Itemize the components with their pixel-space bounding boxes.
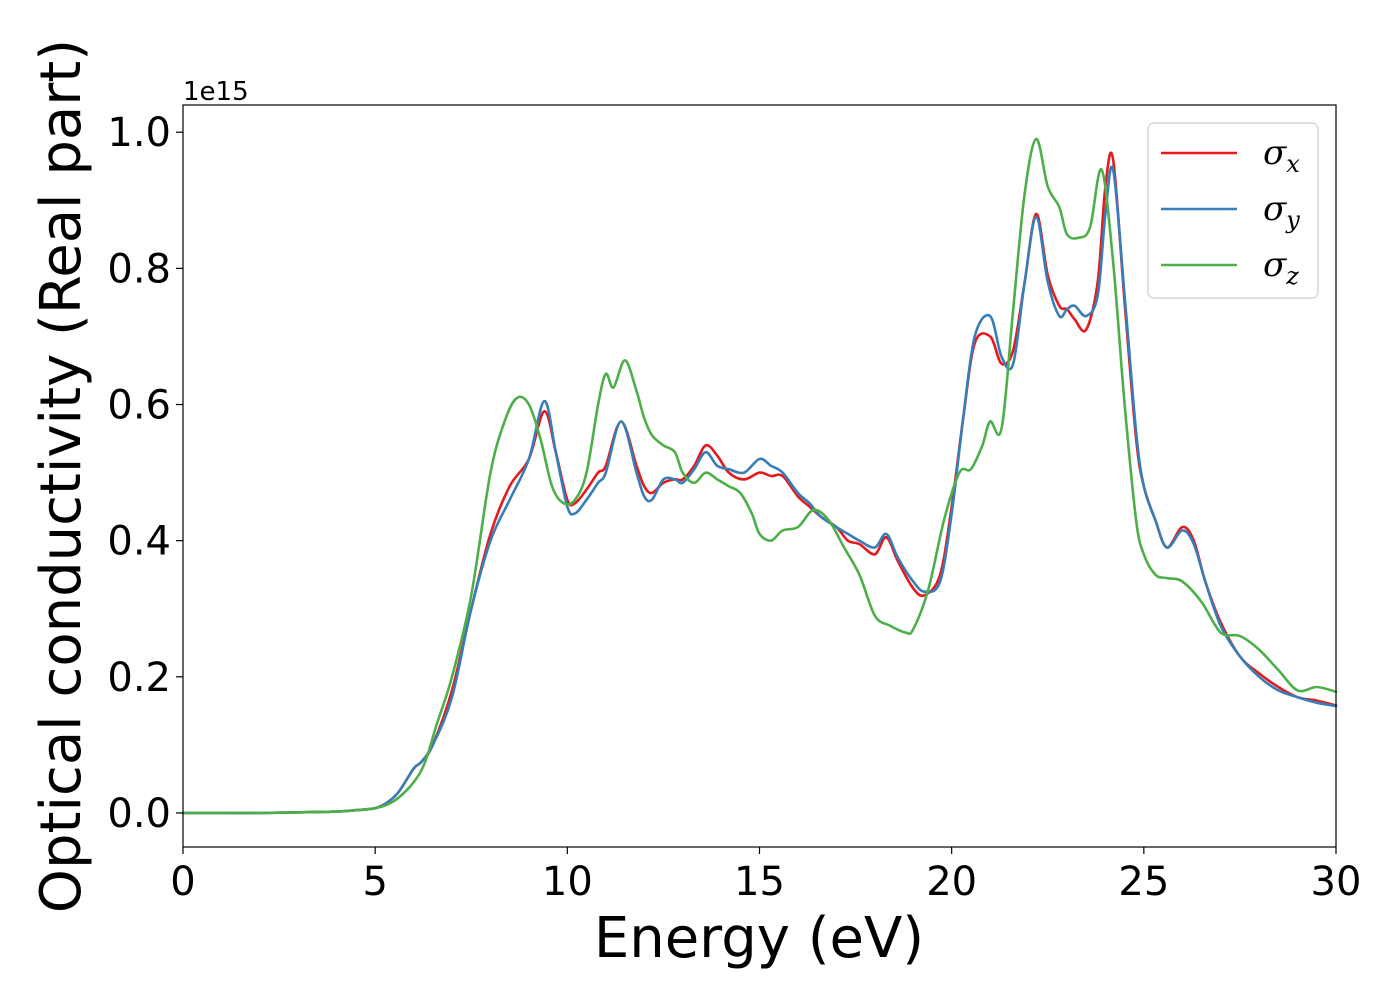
y-tick-label: 0.2 (107, 655, 171, 701)
legend-frame (1147, 122, 1319, 299)
series-layer (181, 137, 1338, 815)
y-offset-label: 1e15 (183, 77, 249, 107)
y-tick-label: 1.0 (107, 110, 171, 156)
x-tick-label: 5 (362, 859, 387, 905)
y-tick-label: 0.4 (107, 519, 171, 565)
x-tick-label: 20 (926, 859, 977, 905)
x-tick-label: 10 (542, 859, 593, 905)
legend-label-z: σz (1263, 245, 1299, 290)
y-tick-label: 0.0 (107, 791, 171, 837)
y-tick-label: 0.6 (107, 383, 171, 429)
x-tick-label: 30 (1311, 859, 1362, 905)
y-axis-label: Optical conductivity (Real part) (29, 39, 94, 913)
series-line-z (181, 137, 1338, 815)
x-axis-label: Energy (eV) (594, 906, 924, 971)
y-axis-ticks: 0.0 0.2 0.4 0.6 0.8 1.0 (107, 110, 183, 837)
x-tick-label: 0 (170, 859, 195, 905)
x-axis-ticks: 0 5 10 15 20 25 30 (170, 847, 1361, 905)
y-tick-label: 0.8 (107, 246, 171, 292)
legend-label-x: σx (1263, 133, 1300, 178)
legend-label-y: σy (1263, 189, 1300, 234)
series-line-y (181, 165, 1338, 815)
x-tick-label: 25 (1118, 859, 1169, 905)
legend: σx σy σz (1147, 122, 1319, 299)
x-tick-label: 15 (734, 859, 785, 905)
